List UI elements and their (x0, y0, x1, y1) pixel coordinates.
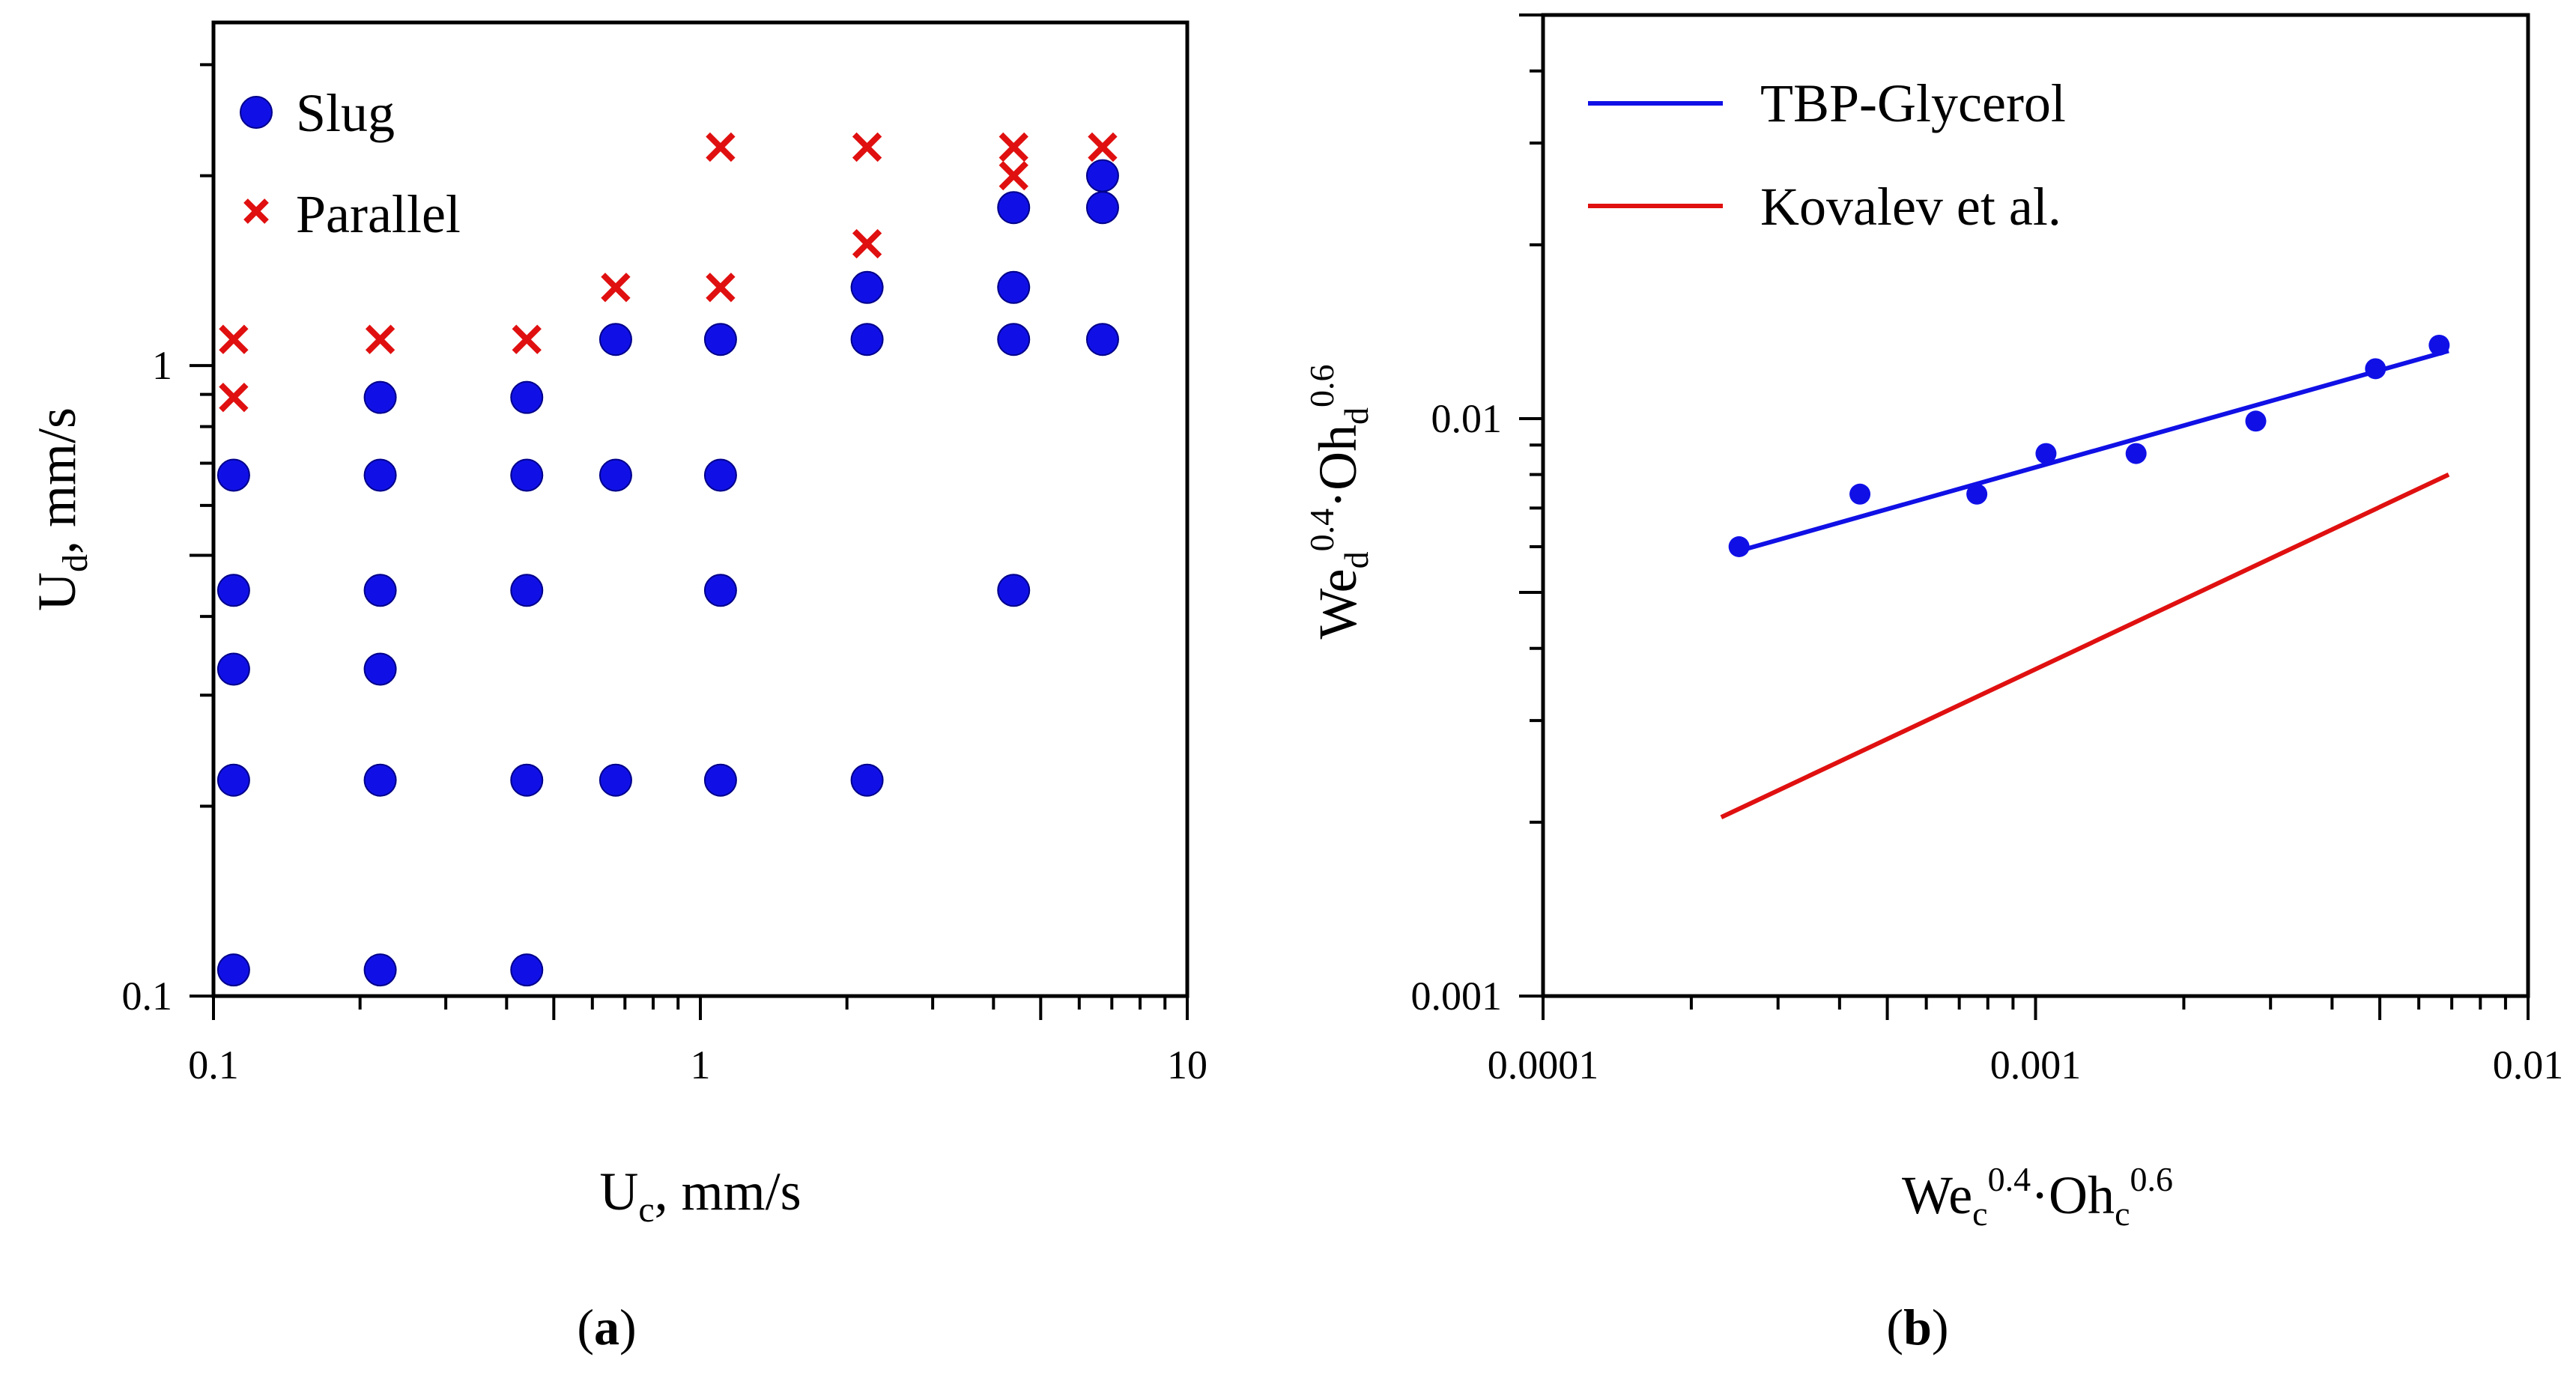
slug-point (703, 763, 737, 797)
slug-point (598, 458, 632, 492)
x-tick-label: 0.01 (2493, 1042, 2564, 1087)
parallel-point (219, 324, 249, 354)
parallel-point (219, 383, 249, 413)
panel-a-caption: (a) (577, 1299, 636, 1356)
slug-point (216, 953, 250, 987)
panel-a-tick-labels: 0.1 1 10 0.1 1 (122, 343, 1208, 1087)
panel-a-y-axis-label: Ud, mm/s (27, 407, 95, 611)
panel-b-y-axis-label: Wed0.4·Ohd0.6 (1303, 364, 1375, 639)
slug-point (1085, 191, 1119, 225)
parallel-point (852, 228, 882, 259)
tbp-glycerol-point (1966, 483, 1988, 505)
tbp-glycerol-point (1728, 536, 1750, 558)
slug-point (598, 323, 632, 356)
kovalev-line (1720, 472, 2450, 819)
slug-point (363, 652, 397, 686)
slug-point (363, 953, 397, 987)
slug-point (363, 458, 397, 492)
tbp-glycerol-point (2035, 443, 2057, 464)
legend-kovalev-label: Kovalev et al. (1760, 177, 2061, 237)
slug-point (1085, 159, 1119, 192)
slug-point (363, 763, 397, 797)
slug-point (216, 763, 250, 797)
panel-a-chart: 0.1 1 10 0.1 1 Slug Parallel Uc, mm/s Ud, mm… (27, 20, 1208, 1356)
slug-point (850, 323, 884, 356)
slug-point (363, 574, 397, 607)
panel-a-legend: Slug Parallel (240, 83, 461, 244)
slug-point (510, 380, 544, 414)
tbp-glycerol-fit-line (1738, 348, 2449, 553)
parallel-point (706, 132, 736, 163)
panel-b-chart: 0.0001 0.001 0.01 0.001 0.01 TBP-Glycerol Ko… (1303, 13, 2564, 1356)
panel-b-tick-labels: 0.0001 0.001 0.01 0.001 0.01 (1411, 396, 2564, 1087)
legend-tbp-glycerol-label: TBP-Glycerol (1760, 73, 2066, 133)
parallel-point (365, 324, 396, 354)
slug-point (510, 574, 544, 607)
slug-point (510, 458, 544, 492)
panel-a-data-points (216, 132, 1119, 987)
x-tick-label: 0.001 (1990, 1042, 2082, 1087)
slug-point (216, 652, 250, 686)
slug-point (997, 270, 1031, 304)
slug-point (703, 458, 737, 492)
slug-point (850, 763, 884, 797)
parallel-point (601, 273, 631, 303)
x-tick-label: 10 (1167, 1042, 1207, 1087)
panel-b-caption: (b) (1886, 1299, 1948, 1356)
parallel-point (1088, 132, 1118, 163)
slug-point (598, 763, 632, 797)
x-tick-label: 0.1 (188, 1042, 239, 1087)
slug-point (363, 380, 397, 414)
tbp-glycerol-point (2428, 334, 2450, 356)
slug-point (997, 323, 1031, 356)
parallel-point (512, 324, 542, 354)
parallel-point (998, 132, 1028, 163)
tbp-glycerol-point (2125, 443, 2147, 464)
panel-b-data-points (1728, 334, 2450, 558)
slug-point (510, 953, 544, 987)
y-tick-label: 0.1 (122, 974, 173, 1019)
slug-point (1085, 323, 1119, 356)
slug-point (997, 574, 1031, 607)
legend-slug-marker (240, 96, 273, 129)
tbp-glycerol-point (1849, 483, 1871, 505)
y-tick-label: 0.001 (1411, 974, 1503, 1019)
x-tick-label: 0.0001 (1488, 1042, 1599, 1087)
x-tick-label: 1 (691, 1042, 711, 1087)
y-tick-label: 1 (152, 343, 172, 388)
slug-point (510, 763, 544, 797)
tbp-glycerol-point (2365, 358, 2386, 380)
legend-slug-label: Slug (296, 83, 395, 143)
slug-point (703, 574, 737, 607)
slug-point (850, 270, 884, 304)
slug-point (997, 191, 1031, 225)
panel-b-legend: TBP-Glycerol Kovalev et al. (1588, 73, 2066, 237)
panel-a-ticks (190, 63, 1189, 1020)
parallel-point (998, 160, 1028, 191)
panel-a-x-axis-label: Uc, mm/s (599, 1162, 801, 1230)
legend-parallel-marker (243, 198, 269, 224)
panel-b-ticks (1519, 13, 2530, 1020)
tbp-glycerol-point (2245, 410, 2267, 432)
slug-point (216, 574, 250, 607)
parallel-point (706, 273, 736, 303)
slug-point (216, 458, 250, 492)
panel-b-fit-lines (1720, 348, 2450, 819)
panel-b-x-axis-label: Wec0.4·Ohc0.6 (1902, 1160, 2173, 1233)
slug-point (703, 323, 737, 356)
legend-parallel-label: Parallel (296, 184, 461, 244)
y-tick-label: 0.01 (1431, 396, 1503, 441)
parallel-point (852, 132, 882, 163)
panel-a-plot-frame (211, 20, 1189, 998)
